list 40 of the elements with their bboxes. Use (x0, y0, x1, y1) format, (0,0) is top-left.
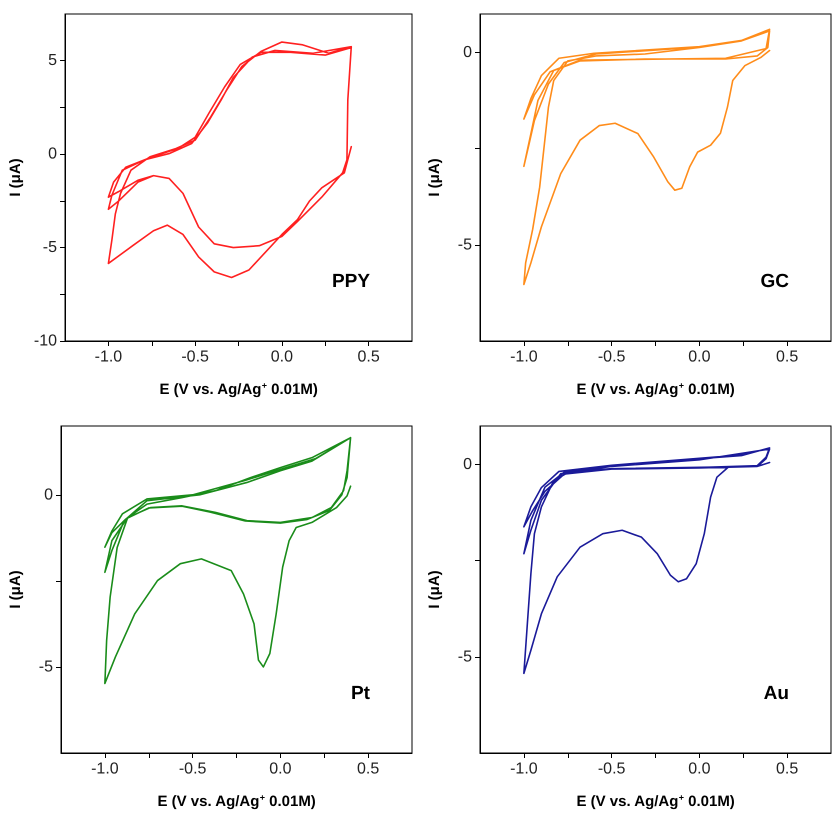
x-tick-label: -0.5 (178, 760, 207, 778)
x-tick-label: 0.0 (270, 348, 294, 366)
y-tick-label: -5 (42, 239, 58, 256)
x-tick-label: -1.0 (510, 348, 538, 366)
x-axis-title: E (V vs. Ag/Ag+ 0.01M) (576, 380, 735, 398)
annotation: Au (764, 683, 789, 704)
x-tick-label: -1.0 (94, 348, 122, 366)
x-tick-label: -1.0 (91, 760, 119, 778)
x-tick-label: 0.5 (358, 348, 380, 366)
line-series (523, 447, 770, 674)
y-axis-title: I (μA) (7, 570, 24, 609)
y-tick-label: 0 (463, 44, 472, 61)
y-tick-label: 0 (44, 486, 54, 504)
x-tick-label: 0.0 (269, 760, 292, 778)
x-axis-title: E (V vs. Ag/Ag+ 0.01M) (157, 792, 316, 810)
y-tick-label: 0 (48, 146, 58, 163)
x-tick-label: 0.5 (357, 760, 380, 778)
x-axis-title: E (V vs. Ag/Ag+ 0.01M) (159, 380, 318, 398)
x-tick-label: 0.5 (776, 348, 798, 366)
annotation: Pt (351, 683, 371, 704)
x-tick-label: -0.5 (598, 348, 626, 366)
y-tick-label: 0 (463, 456, 472, 473)
x-tick-label: 0.5 (776, 760, 798, 778)
y-axis-title: I (μA) (7, 158, 24, 197)
y-axis-title: I (μA) (426, 158, 443, 197)
y-tick-label: -10 (34, 332, 58, 350)
x-tick-label: 0.0 (688, 760, 711, 778)
y-tick-label: 5 (48, 52, 58, 70)
line-series (104, 436, 352, 684)
y-tick-label: -5 (458, 648, 472, 666)
annotation: GC (760, 271, 790, 292)
y-axis-title: I (μA) (426, 570, 443, 609)
x-tick-label: -1.0 (510, 760, 538, 778)
x-axis-title: E (V vs. Ag/Ag+ 0.01M) (576, 792, 735, 810)
x-tick-label: -0.5 (181, 348, 210, 366)
x-tick-label: 0.0 (688, 348, 711, 366)
x-tick-label: -0.5 (598, 760, 626, 778)
annotation: PPY (332, 271, 370, 292)
y-tick-label: -5 (458, 236, 472, 254)
y-tick-label: -5 (38, 658, 54, 676)
